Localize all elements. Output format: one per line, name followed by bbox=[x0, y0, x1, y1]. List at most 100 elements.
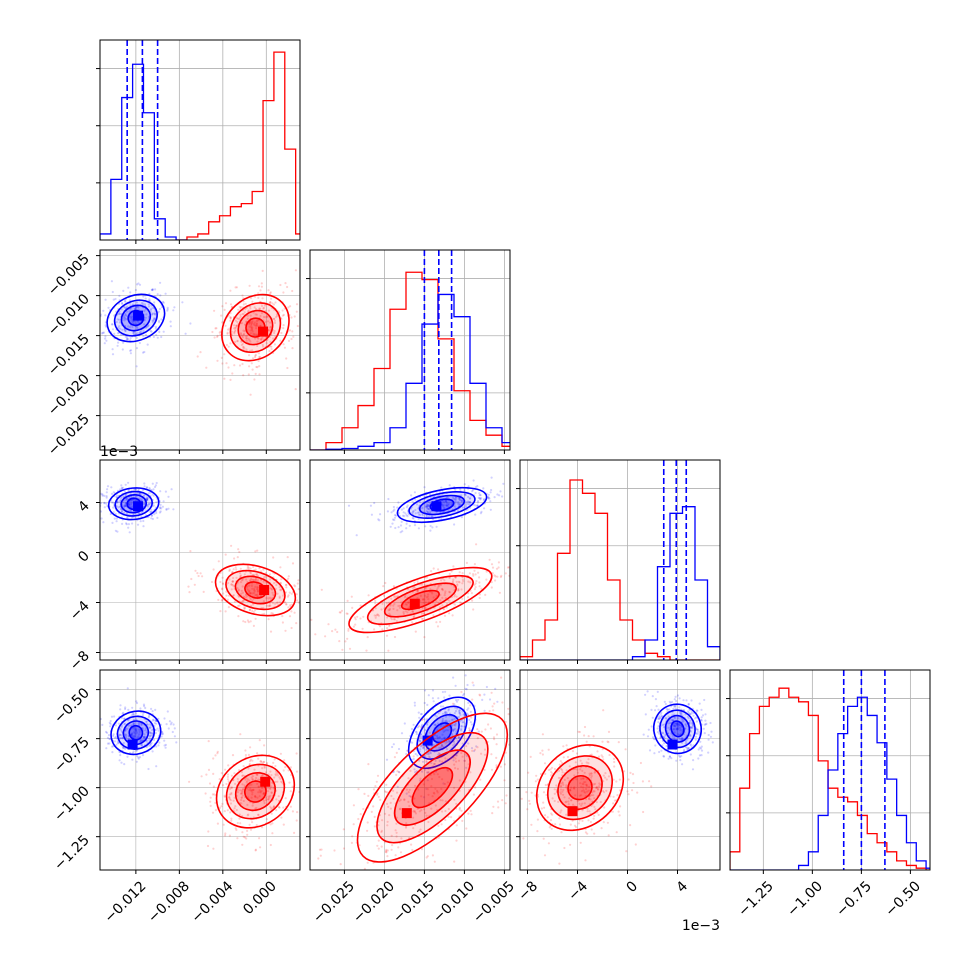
sample-point bbox=[229, 303, 233, 306]
sample-point bbox=[436, 722, 439, 725]
sample-point bbox=[499, 765, 502, 768]
sample-point bbox=[250, 578, 253, 581]
sample-point bbox=[471, 681, 474, 684]
sample-point bbox=[151, 288, 154, 291]
sample-point bbox=[243, 606, 246, 609]
sample-point bbox=[688, 719, 692, 723]
sample-point bbox=[249, 579, 252, 582]
sample-point bbox=[397, 846, 400, 849]
sample-point bbox=[120, 497, 123, 500]
sample-point bbox=[303, 835, 305, 837]
red-contour-1 bbox=[348, 566, 493, 634]
sample-point bbox=[602, 821, 605, 824]
sample-point bbox=[280, 816, 283, 819]
sample-point bbox=[157, 744, 160, 747]
sample-point bbox=[454, 498, 457, 501]
sample-point bbox=[242, 332, 246, 336]
sample-point bbox=[251, 349, 254, 352]
sample-point bbox=[243, 573, 246, 576]
sample-point bbox=[447, 815, 450, 819]
sample-point bbox=[140, 723, 143, 726]
sample-point bbox=[405, 514, 408, 517]
sample-point bbox=[593, 805, 596, 809]
sample-point bbox=[420, 712, 423, 716]
sample-point bbox=[101, 331, 104, 334]
sample-point bbox=[397, 747, 401, 751]
sample-point bbox=[411, 511, 414, 514]
sample-point bbox=[219, 580, 222, 584]
sample-point bbox=[228, 796, 231, 799]
sample-point bbox=[680, 737, 684, 740]
sample-point bbox=[238, 817, 241, 820]
sample-point bbox=[420, 848, 424, 851]
sample-point bbox=[560, 831, 563, 834]
sample-point bbox=[534, 780, 538, 783]
sample-point bbox=[145, 498, 148, 501]
scatter-panel-2-0 bbox=[99, 459, 301, 661]
sample-point bbox=[676, 722, 679, 725]
sample-point bbox=[127, 708, 130, 711]
sample-point bbox=[433, 737, 436, 740]
sample-point bbox=[441, 760, 444, 763]
sample-point bbox=[149, 744, 152, 747]
sample-point bbox=[256, 588, 259, 592]
sample-point bbox=[597, 785, 601, 788]
sample-point bbox=[672, 724, 675, 727]
sample-point bbox=[497, 806, 500, 809]
sample-point bbox=[142, 502, 145, 505]
sample-point bbox=[137, 722, 140, 725]
sample-point bbox=[271, 302, 274, 305]
sample-point bbox=[667, 726, 670, 729]
sample-point bbox=[248, 584, 251, 587]
sample-point bbox=[420, 583, 423, 586]
sample-point bbox=[393, 514, 397, 517]
y-tick-label: −0.005 bbox=[45, 251, 93, 299]
sample-point bbox=[227, 581, 230, 585]
sample-point bbox=[296, 811, 299, 814]
sample-point bbox=[510, 707, 512, 709]
blue-mode-cell bbox=[667, 739, 678, 750]
sample-point bbox=[121, 317, 125, 320]
sample-point bbox=[287, 606, 290, 609]
sample-point bbox=[296, 599, 299, 602]
sample-point bbox=[324, 635, 327, 638]
panel-frame bbox=[99, 459, 301, 661]
sample-point bbox=[699, 747, 703, 750]
sample-point bbox=[272, 787, 275, 790]
sample-point bbox=[126, 497, 129, 500]
sample-point bbox=[473, 588, 476, 591]
sample-point bbox=[208, 782, 212, 785]
sample-point bbox=[134, 288, 137, 292]
sample-point bbox=[605, 778, 608, 781]
sample-point bbox=[695, 716, 698, 719]
sample-point bbox=[111, 751, 114, 754]
sample-point bbox=[478, 593, 481, 596]
sample-point bbox=[463, 725, 466, 728]
sample-point bbox=[132, 498, 135, 502]
sample-point bbox=[103, 502, 106, 505]
sample-point bbox=[244, 593, 247, 597]
sample-point bbox=[249, 349, 252, 352]
sample-point bbox=[460, 690, 463, 694]
y-tick-label: 0 bbox=[75, 548, 93, 566]
sample-point bbox=[380, 608, 383, 611]
red-mode-cell bbox=[567, 806, 578, 817]
sample-point bbox=[149, 308, 152, 312]
sample-point bbox=[414, 771, 417, 774]
sample-point bbox=[459, 720, 462, 723]
sample-point bbox=[644, 693, 647, 696]
sample-point bbox=[568, 797, 571, 800]
sample-point bbox=[246, 619, 249, 622]
sample-point bbox=[392, 505, 395, 509]
sample-point bbox=[440, 755, 443, 758]
sample-point bbox=[253, 333, 256, 336]
sample-point bbox=[460, 729, 463, 732]
sample-point bbox=[420, 736, 423, 739]
sample-point bbox=[241, 783, 244, 786]
sample-point bbox=[278, 806, 281, 809]
sample-point bbox=[440, 823, 443, 826]
sample-point bbox=[448, 694, 451, 697]
sample-point bbox=[139, 740, 142, 743]
sample-point bbox=[397, 770, 400, 774]
sample-point bbox=[287, 577, 290, 580]
